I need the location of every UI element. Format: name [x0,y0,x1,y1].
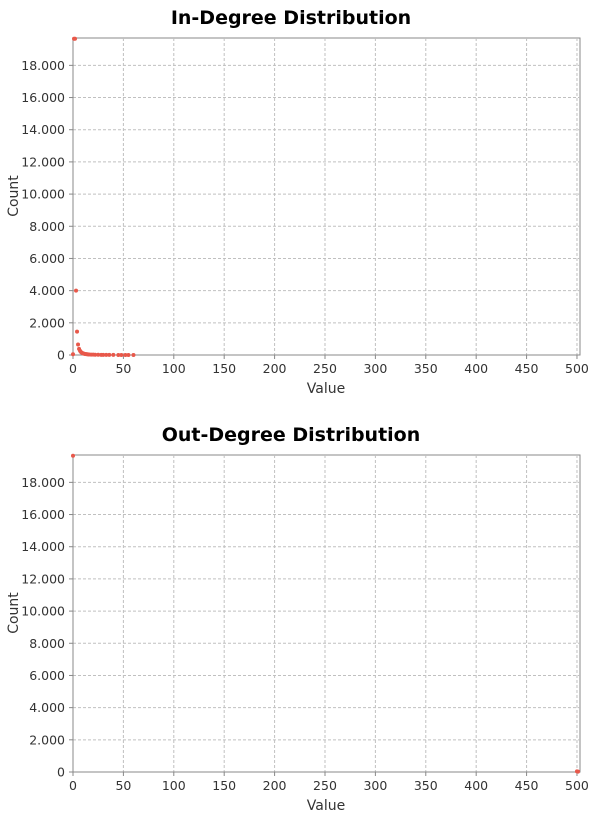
y-axis-label: Count [6,592,22,634]
y-tick-label: 2.000 [29,315,65,330]
y-tick-label: 12.000 [21,571,65,586]
y-tick-label: 2.000 [29,732,65,747]
x-tick-label: 150 [212,778,236,793]
data-point [96,352,101,357]
in-degree-chart-panel: In-Degree Distribution 0 50 100 150 200 250 30… [0,0,594,400]
y-tick-label: 12.000 [21,154,65,169]
data-point [107,352,112,357]
out-degree-chart: Out-Degree Distribution 0 50 100 150 200 250 3… [6,424,589,814]
data-point [111,352,116,357]
y-tick-label: 8.000 [29,219,65,234]
x-tick-label: 100 [162,361,186,376]
x-tick-label: 200 [263,361,287,376]
x-tick-label: 450 [515,361,539,376]
data-point [76,342,81,347]
data-point [93,352,98,357]
x-tick-label: 450 [515,778,539,793]
data-point [123,352,128,357]
x-tick-label: 400 [464,778,488,793]
data-point [575,769,580,774]
plot-area [72,454,581,773]
x-tick-label: 150 [212,361,236,376]
x-tick-label: 200 [263,778,287,793]
y-tick-label: 6.000 [29,668,65,683]
y-tick-label: 14.000 [21,539,65,554]
x-tick-label: 250 [313,778,337,793]
data-point [73,36,78,41]
data-point [101,352,106,357]
y-tick-label: 14.000 [21,122,65,137]
y-tick-label: 16.000 [21,90,65,105]
x-tick-label: 0 [69,778,77,793]
x-axis-label: Value [307,798,345,814]
data-point [126,352,131,357]
data-point [104,352,109,357]
y-tick-label: 6.000 [29,251,65,266]
y-tick-label: 4.000 [29,700,65,715]
chart-title: In-Degree Distribution [171,7,411,29]
y-tick-label: 10.000 [21,187,65,202]
plot-area [72,37,581,356]
x-tick-label: 50 [115,361,131,376]
y-tick-label: 18.000 [21,475,65,490]
x-tick-label: 350 [414,778,438,793]
in-degree-chart: In-Degree Distribution 0 50 100 150 200 250 30… [6,7,589,397]
out-degree-chart-panel: Out-Degree Distribution 0 50 100 150 200 250 3… [0,417,594,817]
x-tick-label: 400 [464,361,488,376]
x-tick-label: 300 [363,778,387,793]
y-axis-label: Count [6,175,22,217]
y-tick-label: 0 [57,348,65,363]
data-point [71,352,75,357]
x-tick-label: 300 [363,361,387,376]
data-point [131,352,136,357]
data-point [75,329,80,334]
y-tick-label: 10.000 [21,604,65,619]
data-point [71,453,75,458]
data-point [119,352,124,357]
y-tick-label: 18.000 [21,58,65,73]
chart-title: Out-Degree Distribution [162,424,421,446]
x-tick-label: 350 [414,361,438,376]
x-tick-label: 500 [565,361,589,376]
x-tick-label: 500 [565,778,589,793]
x-tick-label: 50 [115,778,131,793]
x-tick-label: 250 [313,361,337,376]
data-point [74,288,79,293]
data-point [116,352,121,357]
y-tick-label: 0 [57,765,65,780]
y-tick-label: 16.000 [21,507,65,522]
y-tick-label: 4.000 [29,283,65,298]
x-axis-label: Value [307,381,345,397]
y-tick-label: 8.000 [29,636,65,651]
x-tick-label: 100 [162,778,186,793]
x-tick-label: 0 [69,361,77,376]
